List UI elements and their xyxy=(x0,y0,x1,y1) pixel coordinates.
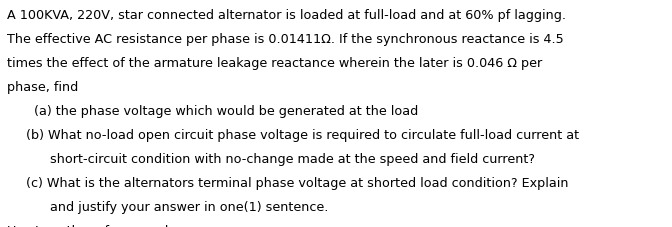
Text: (c) What is the alternators terminal phase voltage at shorted load condition? Ex: (c) What is the alternators terminal pha… xyxy=(26,176,568,189)
Text: The effective AC resistance per phase is 0.01411Ω. If the synchronous reactance : The effective AC resistance per phase is… xyxy=(7,33,563,46)
Text: Use I: Use I xyxy=(7,224,38,227)
Text: phase, find: phase, find xyxy=(7,81,78,94)
Text: (b) What no-load open circuit phase voltage is required to circulate full-load c: (b) What no-load open circuit phase volt… xyxy=(26,128,579,141)
Text: A 100KVA, 220V, star connected alternator is loaded at full-load and at 60% pf l: A 100KVA, 220V, star connected alternato… xyxy=(7,9,566,22)
Text: short-circuit condition with no-change made at the speed and field current?: short-circuit condition with no-change m… xyxy=(50,152,536,165)
Text: (a) the phase voltage which would be generated at the load: (a) the phase voltage which would be gen… xyxy=(34,104,418,117)
Text: and justify your answer in one(1) sentence.: and justify your answer in one(1) senten… xyxy=(50,200,329,213)
Text: times the effect of the armature leakage reactance wherein the later is 0.046 Ω : times the effect of the armature leakage… xyxy=(7,57,542,70)
Text: as the reference phasor.: as the reference phasor. xyxy=(44,224,204,227)
